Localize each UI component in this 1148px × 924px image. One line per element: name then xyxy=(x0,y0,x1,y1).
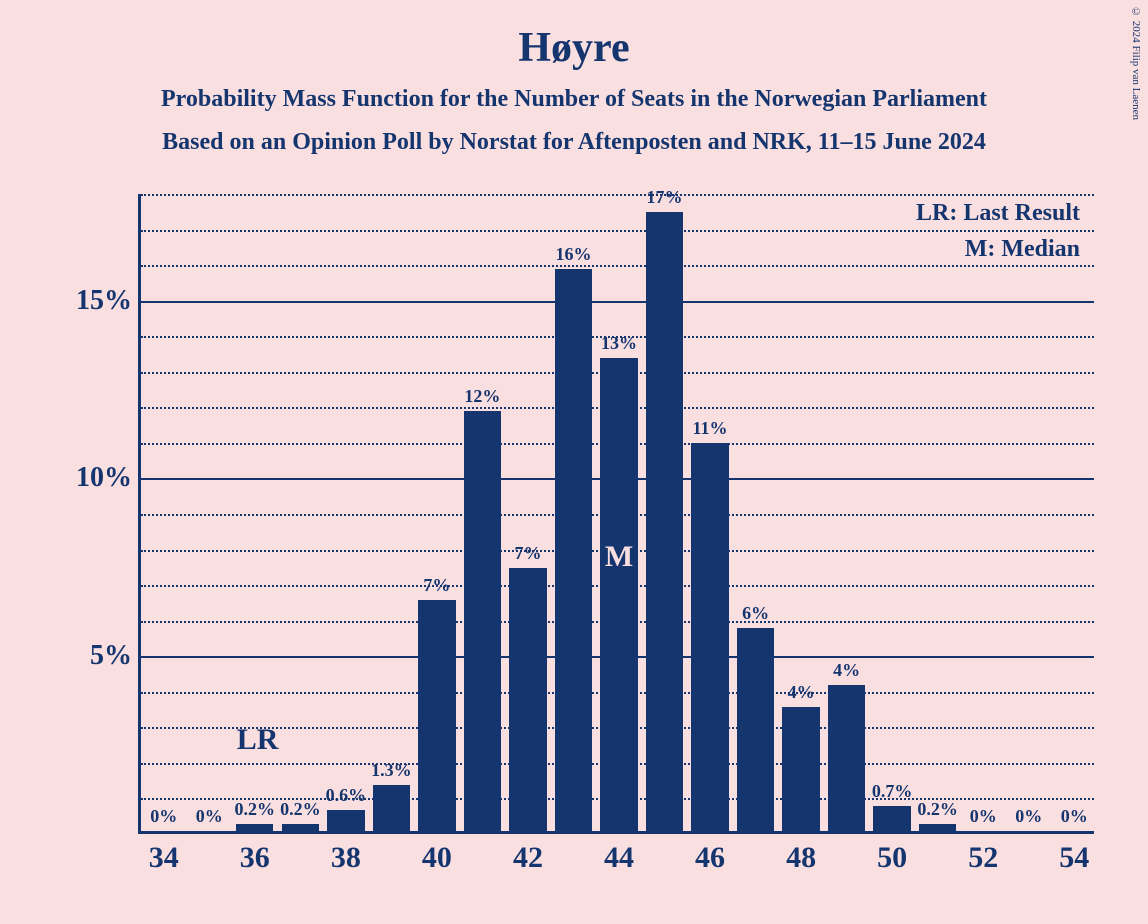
bar-value-label: 7% xyxy=(514,543,541,564)
legend-median: M: Median xyxy=(965,236,1080,263)
bar-value-label: 0% xyxy=(196,806,223,827)
bar xyxy=(236,824,273,831)
x-axis-label: 42 xyxy=(513,841,543,875)
bar xyxy=(691,443,728,831)
y-axis-label: 5% xyxy=(60,640,132,672)
bar xyxy=(555,269,592,831)
chart-title: Høyre xyxy=(0,0,1148,72)
copyright-text: © 2024 Filip van Laenen xyxy=(1130,6,1142,120)
bar-value-label: 0.6% xyxy=(326,785,367,806)
bar-value-label: 1.3% xyxy=(371,760,412,781)
bar xyxy=(327,810,364,831)
x-axis-label: 38 xyxy=(331,841,361,875)
bar-value-label: 0.2% xyxy=(917,799,958,820)
x-axis-label: 46 xyxy=(695,841,725,875)
grid-minor xyxy=(141,194,1094,196)
x-axis-label: 48 xyxy=(786,841,816,875)
bar-value-label: 0.2% xyxy=(280,799,321,820)
x-axis-label: 36 xyxy=(240,841,270,875)
bar-value-label: 7% xyxy=(423,575,450,596)
bar-value-label: 6% xyxy=(742,603,769,624)
x-axis-label: 54 xyxy=(1059,841,1089,875)
bar xyxy=(919,824,956,831)
bar xyxy=(873,806,910,831)
x-axis-label: 34 xyxy=(149,841,179,875)
bar xyxy=(464,411,501,831)
bar-value-label: 17% xyxy=(647,187,683,208)
x-axis-label: 40 xyxy=(422,841,452,875)
bar xyxy=(737,628,774,831)
bar xyxy=(782,707,819,831)
plot-area: LR: Last Result M: Median 34363840424446… xyxy=(138,194,1094,834)
bar-value-label: 0.2% xyxy=(235,799,276,820)
legend-last-result: LR: Last Result xyxy=(916,200,1080,227)
bar-value-label: 4% xyxy=(833,660,860,681)
bar-value-label: 13% xyxy=(601,333,637,354)
x-axis-label: 44 xyxy=(604,841,634,875)
chart-container: LR: Last Result M: Median 34 36 38 40 42 44 46… xyxy=(60,194,1094,894)
bar xyxy=(600,358,637,831)
bar xyxy=(373,785,410,831)
y-axis-label: 10% xyxy=(60,462,132,494)
bar xyxy=(646,212,683,831)
x-axis-label: 52 xyxy=(968,841,998,875)
bar-value-label: 12% xyxy=(464,386,500,407)
bar-value-label: 16% xyxy=(555,244,591,265)
grid-minor xyxy=(141,230,1094,232)
bar xyxy=(509,568,546,831)
bar-value-label: 0% xyxy=(150,806,177,827)
bar xyxy=(418,600,455,831)
x-axis-label: 50 xyxy=(877,841,907,875)
bar-value-label: 0% xyxy=(1061,806,1088,827)
bar-value-label: 11% xyxy=(693,418,728,439)
chart-subtitle-2: Based on an Opinion Poll by Norstat for … xyxy=(0,129,1148,156)
bar-value-label: 0% xyxy=(970,806,997,827)
y-axis-label: 15% xyxy=(60,285,132,317)
bar-value-label: 0.7% xyxy=(872,781,913,802)
bar-value-label: 4% xyxy=(788,682,815,703)
bar xyxy=(282,824,319,831)
chart-subtitle-1: Probability Mass Function for the Number… xyxy=(0,86,1148,113)
grid-major xyxy=(141,301,1094,303)
last-result-marker: LR xyxy=(237,723,279,757)
grid-minor xyxy=(141,265,1094,267)
bar-value-label: 0% xyxy=(1015,806,1042,827)
median-marker: M xyxy=(605,540,633,574)
bar xyxy=(828,685,865,831)
